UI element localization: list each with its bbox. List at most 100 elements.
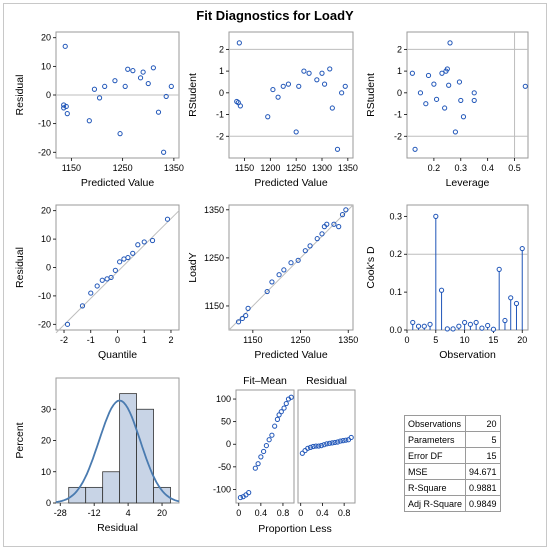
y-tick-label: 1350 (204, 205, 224, 215)
cooks-d-point (427, 321, 433, 327)
x-tick-label: 20 (517, 335, 527, 345)
y-tick-label: 10 (41, 467, 51, 477)
x-tick-label: 1350 (338, 335, 358, 345)
data-point (61, 105, 67, 111)
x-tick-label: 1200 (260, 163, 280, 173)
fit-stat-value: 0.9881 (465, 479, 501, 496)
data-point (293, 129, 299, 135)
y-tick-label: 100 (216, 394, 231, 404)
data-point (264, 288, 270, 295)
data-point (237, 103, 243, 109)
x-tick-label: 1350 (164, 163, 184, 173)
y-tick-label: -50 (218, 462, 231, 472)
y-tick-label: 10 (41, 234, 51, 244)
y-tick-label: 0.1 (389, 287, 402, 297)
figure-title: Fit Diagnostics for LoadY (196, 8, 354, 23)
data-point (61, 102, 67, 108)
x-tick-label: 1150 (243, 335, 262, 345)
data-point (281, 405, 287, 411)
data-point (446, 82, 452, 88)
x-tick-label: 1300 (312, 163, 332, 173)
data-point (321, 442, 327, 448)
data-point (266, 437, 272, 443)
y-tick-label: 0.3 (389, 211, 402, 221)
data-point (64, 111, 70, 117)
data-point (452, 129, 458, 135)
x-tick-label: 0.5 (508, 163, 521, 173)
y-tick-label: -10 (38, 291, 51, 301)
data-point (130, 250, 136, 256)
data-point (112, 78, 118, 84)
x-tick-label: 4 (126, 508, 131, 518)
data-point (243, 312, 249, 319)
data-point (149, 237, 156, 244)
fit-stat-label: Parameters (403, 431, 467, 448)
data-point (272, 423, 278, 429)
data-point (334, 146, 341, 152)
data-point (335, 439, 341, 445)
x-tick-label: 0.8 (277, 508, 290, 518)
fit-stat-row: Adj R-Square 0.9849 (403, 495, 501, 512)
x-tick-label: 0 (404, 335, 409, 345)
y-axis-label: Residual (14, 247, 26, 288)
data-point (329, 105, 335, 111)
x-tick-label: 0.4 (316, 508, 329, 518)
data-point (306, 70, 312, 76)
y-axis-label: Residual (14, 75, 26, 116)
data-point (471, 97, 477, 104)
cooks-d-point (519, 245, 525, 252)
data-point (412, 146, 418, 152)
cooks-d-point (415, 323, 422, 329)
data-point (280, 83, 286, 89)
panel-title: Residual (306, 375, 347, 387)
fit-stat-row: Error DF 15 (403, 447, 501, 464)
x-axis-label: Quantile (98, 349, 137, 361)
data-point (283, 400, 289, 407)
data-point (314, 236, 320, 242)
data-point (288, 394, 294, 400)
data-point (239, 315, 245, 322)
y-tick-label: 30 (41, 404, 51, 414)
y-tick-label: 0 (226, 439, 231, 449)
data-point (108, 274, 114, 281)
cooks-d-point (485, 322, 491, 329)
data-point (299, 450, 305, 456)
data-point (130, 68, 136, 74)
data-point (117, 259, 123, 265)
data-point (329, 440, 335, 446)
y-tick-label: 1150 (205, 301, 224, 311)
data-point (255, 461, 261, 467)
cooks-d-point (444, 326, 450, 332)
histogram-bar (153, 486, 171, 504)
y-tick-label: 1250 (204, 253, 224, 263)
data-point (270, 86, 276, 93)
data-point (64, 321, 71, 327)
data-point (442, 105, 448, 111)
plot-frame (406, 31, 529, 159)
plot-frame (228, 31, 354, 159)
y-tick-label: 0 (46, 498, 51, 508)
data-point (348, 434, 354, 441)
x-axis-label: Leverage (446, 177, 490, 189)
x-tick-label: 0 (115, 335, 120, 345)
data-point (471, 90, 477, 96)
figure-frame (3, 3, 547, 547)
x-axis-label: Proportion Less (258, 523, 332, 535)
data-point (261, 448, 267, 455)
x-tick-label: 1350 (338, 163, 358, 173)
fit-stat-label: Adj R-Square (403, 495, 467, 512)
fit-stat-label: R-Square (403, 479, 467, 496)
cooks-d-point (502, 317, 508, 324)
data-point (417, 90, 424, 96)
data-point (423, 101, 429, 107)
fit-statistics-table: Observations 20 Parameters 5 Error DF 15 MS… (403, 415, 501, 512)
data-point (339, 90, 345, 96)
data-point (310, 443, 316, 450)
data-point (314, 77, 320, 83)
data-point (122, 83, 128, 90)
y-tick-label: 20 (41, 436, 51, 446)
normal-density-curve (55, 399, 180, 503)
data-point (307, 444, 314, 451)
data-point (263, 442, 269, 449)
